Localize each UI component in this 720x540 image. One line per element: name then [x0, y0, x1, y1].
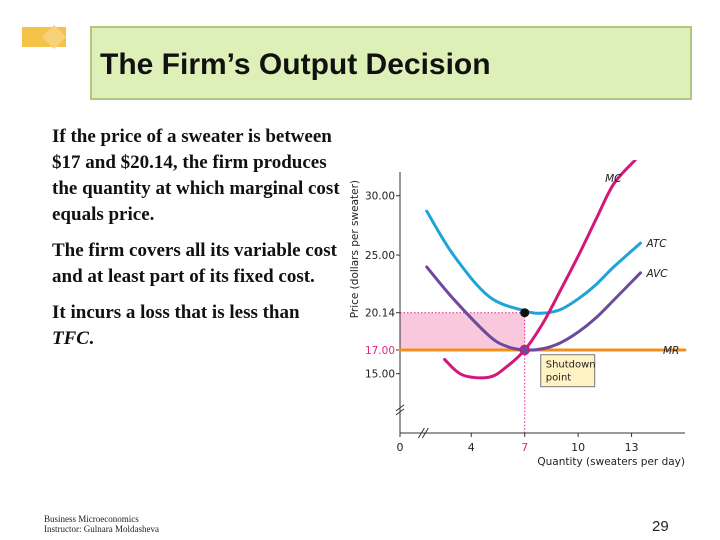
paragraph-loss: It incurs a loss that is less than TFC.: [52, 300, 342, 352]
body-text: If the price of a sweater is between $17…: [52, 124, 342, 362]
series-atc-label: ATC: [645, 238, 667, 250]
x-axis-label: Quantity (sweaters per day): [537, 456, 685, 468]
shutdown-annotation-box: [540, 354, 596, 388]
paragraph-price-range: If the price of a sweater is between $17…: [52, 126, 340, 225]
title-box: The Firm’s Output Decision: [90, 26, 692, 100]
instructor-name: Instructor: Gulnara Moldasheva: [44, 524, 159, 534]
series-avc-label: AVC: [645, 268, 668, 280]
x-tick-label: 13: [625, 441, 639, 454]
series-mr-label: MR: [663, 345, 679, 357]
page-title: The Firm’s Output Decision: [100, 48, 491, 81]
y-axis-break-mark: [395, 408, 405, 416]
series-mc-line: [443, 160, 637, 380]
x-axis-break-mark: [421, 427, 429, 439]
shutdown-annotation-text: point: [546, 373, 572, 384]
y-tick-label: 17.00: [365, 345, 395, 357]
paragraph-loss-end: .: [88, 328, 94, 349]
cost-curves-chart: 30.00 25.00 20.14 17.00 15.00 0 4 7 10 13 Quantity…: [349, 160, 687, 468]
paragraph-cost-coverage: The firm covers all its variable cost an…: [52, 240, 337, 287]
y-axis-break-mark: [395, 404, 405, 412]
shutdown-annotation-text: Shutdown: [546, 360, 596, 371]
loss-area: [400, 312, 525, 350]
series-mc-label: MC: [605, 173, 622, 185]
series-atc-line: [425, 209, 642, 315]
diamond-logo-icon: [22, 25, 66, 49]
x-tick-label: 7: [521, 441, 528, 454]
tfc-term: TFC: [52, 328, 89, 349]
paragraph-loss-text: It incurs a loss that is less than: [52, 302, 300, 323]
y-tick-label: 25.00: [365, 250, 395, 262]
x-axis-break-mark: [417, 427, 425, 439]
y-tick-label: 20.14: [365, 308, 395, 320]
page-number: 29: [652, 518, 669, 535]
y-axis-label: Price (dollars per sweater): [349, 180, 361, 318]
x-tick-label: 10: [571, 441, 585, 454]
series-avc-line: [425, 265, 642, 352]
y-tick-label: 15.00: [365, 369, 395, 381]
x-tick-label: 0: [397, 441, 404, 454]
breakeven-point: [520, 308, 530, 318]
course-name: Business Microeconomics: [44, 514, 139, 524]
shutdown-point: [519, 344, 530, 356]
x-tick-label: 4: [468, 441, 475, 454]
y-tick-label: 30.00: [365, 191, 395, 203]
footer: Business Microeconomics Instructor: Guln…: [44, 514, 159, 534]
